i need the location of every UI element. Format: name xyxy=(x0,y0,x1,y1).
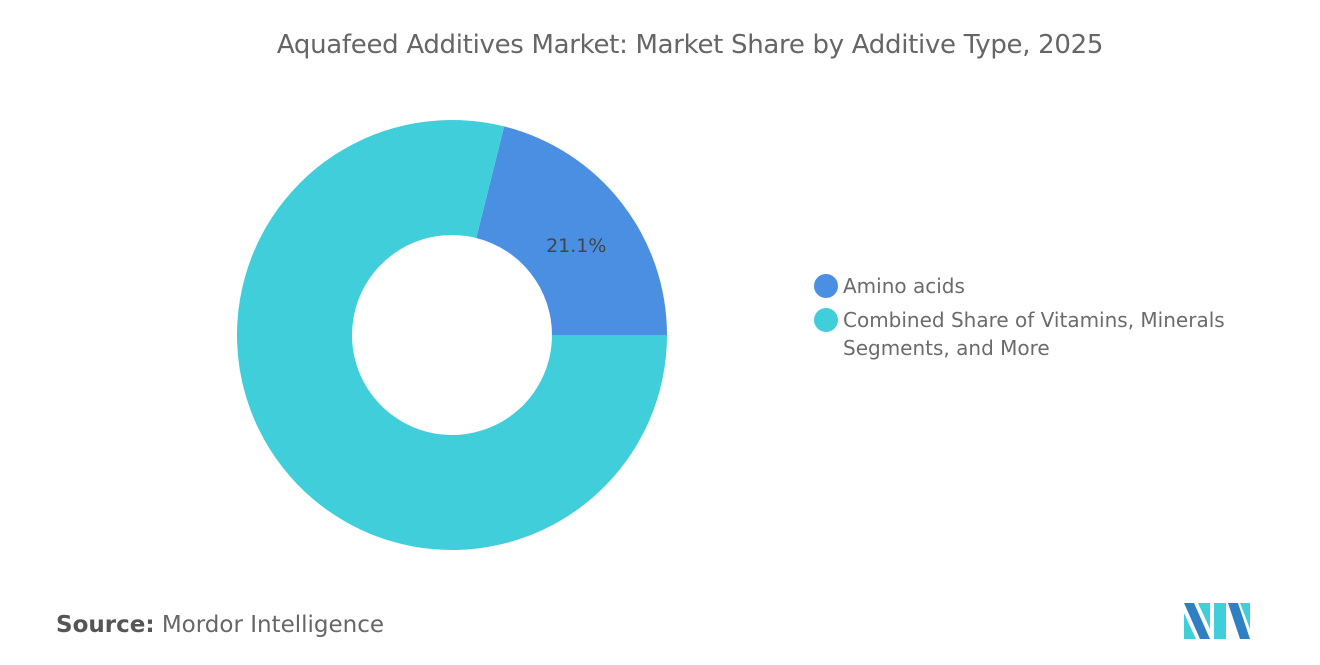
source-label: Source: xyxy=(56,612,155,638)
legend-swatch xyxy=(814,274,838,298)
source-note: Source: Mordor Intelligence xyxy=(56,612,384,638)
legend-label: Combined Share of Vitamins, Minerals Seg… xyxy=(843,308,1225,360)
source-value: Mordor Intelligence xyxy=(161,612,385,638)
mordor-intelligence-logo xyxy=(1184,603,1250,639)
legend-item-amino-acids[interactable]: Amino acids xyxy=(814,272,1243,300)
legend-label: Amino acids xyxy=(843,274,965,298)
legend-swatch xyxy=(814,308,838,332)
chart-title: Aquafeed Additives Market: Market Share … xyxy=(276,30,1104,60)
donut-slice-1[interactable] xyxy=(236,119,667,550)
donut-slice-0[interactable] xyxy=(476,126,667,335)
data-label: 21.1% xyxy=(546,235,606,257)
legend: Amino acids Combined Share of Vitamins, … xyxy=(814,272,1243,368)
legend-item-combined-share[interactable]: Combined Share of Vitamins, Minerals Seg… xyxy=(814,306,1243,362)
